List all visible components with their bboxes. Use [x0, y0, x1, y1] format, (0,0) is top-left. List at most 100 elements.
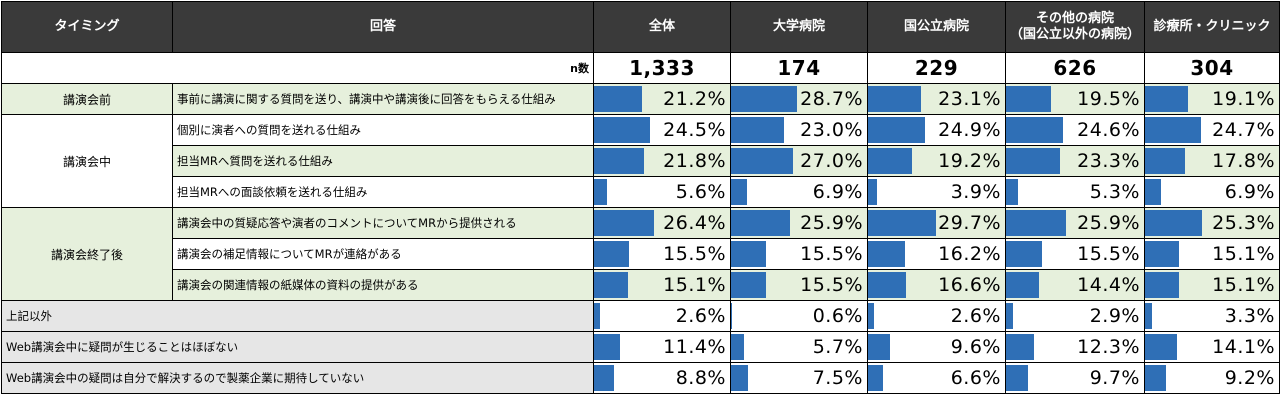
value-label: 19.5%: [1077, 88, 1140, 110]
value-label: 27.0%: [800, 150, 863, 172]
bar: [594, 303, 600, 329]
bar: [1145, 241, 1179, 267]
bar: [868, 303, 874, 329]
bar: [1145, 210, 1202, 236]
header-col-other: その他の病院 （国公立以外の病院）: [1005, 1, 1145, 53]
value-cell: 24.9%: [867, 114, 1006, 146]
value-label: 2.6%: [950, 305, 1001, 327]
bar: [1145, 148, 1185, 174]
bar: [1006, 210, 1066, 236]
value-cell: 16.2%: [867, 238, 1006, 270]
bar: [1006, 179, 1018, 205]
n-value-other: 626: [1005, 52, 1145, 84]
value-cell: 15.5%: [730, 269, 868, 301]
value-label: 11.4%: [663, 336, 726, 358]
value-label: 21.2%: [663, 88, 726, 110]
value-cell: 15.5%: [593, 238, 731, 270]
value-label: 3.3%: [1224, 305, 1275, 327]
value-cell: 23.0%: [730, 114, 868, 146]
bar: [1006, 241, 1042, 267]
bar: [594, 272, 628, 298]
value-cell: 24.7%: [1144, 114, 1280, 146]
bar: [868, 179, 877, 205]
header-col-public: 国公立病院: [867, 1, 1006, 53]
bar: [1145, 117, 1201, 143]
value-cell: 5.7%: [730, 331, 868, 363]
value-label: 25.9%: [800, 212, 863, 234]
value-cell: 16.6%: [867, 269, 1006, 301]
value-cell: 6.6%: [867, 362, 1006, 394]
bar: [1145, 179, 1161, 205]
value-cell: 6.9%: [730, 176, 868, 208]
value-label: 19.1%: [1212, 88, 1275, 110]
value-label: 21.8%: [663, 150, 726, 172]
value-cell: 21.8%: [593, 145, 731, 177]
value-cell: 25.9%: [730, 207, 868, 239]
value-cell: 26.4%: [593, 207, 731, 239]
value-label: 16.2%: [938, 243, 1001, 265]
value-cell: 14.4%: [1005, 269, 1145, 301]
answer-label: 講演会中の質疑応答や演者のコメントについてMRから提供される: [172, 207, 594, 239]
bar: [731, 365, 748, 391]
value-label: 6.9%: [812, 181, 863, 203]
value-cell: 29.7%: [867, 207, 1006, 239]
value-label: 9.2%: [1224, 367, 1275, 389]
n-label: n数: [1, 52, 594, 84]
bar: [731, 241, 766, 267]
value-label: 23.0%: [800, 119, 863, 141]
value-label: 23.3%: [1077, 150, 1140, 172]
bar: [1006, 148, 1060, 174]
value-cell: 17.8%: [1144, 145, 1280, 177]
value-label: 15.5%: [800, 274, 863, 296]
value-label: 15.5%: [1077, 243, 1140, 265]
value-cell: 5.6%: [593, 176, 731, 208]
answer-label: 上記以外: [1, 300, 594, 332]
value-cell: 25.3%: [1144, 207, 1280, 239]
value-label: 9.7%: [1089, 367, 1140, 389]
bar: [731, 303, 732, 329]
answer-label: 講演会の補足情報についてMRが連絡がある: [172, 238, 594, 270]
value-label: 6.9%: [1224, 181, 1275, 203]
bar: [731, 117, 784, 143]
bar: [868, 272, 906, 298]
value-label: 8.8%: [675, 367, 726, 389]
bar: [868, 86, 921, 112]
bar: [868, 148, 912, 174]
value-cell: 12.3%: [1005, 331, 1145, 363]
bar: [1145, 86, 1188, 112]
bar: [1145, 334, 1177, 360]
value-cell: 9.6%: [867, 331, 1006, 363]
value-label: 7.5%: [812, 367, 863, 389]
value-label: 3.9%: [950, 181, 1001, 203]
table-row: 講演会中 個別に演者への質問を送れる仕組み 24.5% 23.0% 24.9% 24.6%…: [1, 114, 1280, 208]
value-label: 15.1%: [663, 274, 726, 296]
value-label: 15.1%: [1212, 274, 1275, 296]
bar: [731, 86, 797, 112]
bar: [868, 241, 905, 267]
bar: [594, 210, 654, 236]
value-cell: 15.1%: [1144, 269, 1280, 301]
value-cell: 19.1%: [1144, 83, 1280, 115]
header-col-university: 大学病院: [730, 1, 868, 53]
value-cell: 19.2%: [867, 145, 1006, 177]
bar: [1145, 365, 1166, 391]
bar: [594, 241, 629, 267]
value-label: 16.6%: [938, 274, 1001, 296]
value-label: 25.9%: [1077, 212, 1140, 234]
value-cell: 25.9%: [1005, 207, 1145, 239]
timing-during: 講演会中: [1, 114, 173, 208]
table-row: 講演会の補足情報についてMRが連絡がある 15.5% 15.5% 16.2% 15.5%…: [2, 238, 1280, 270]
answer-label: 担当MRへ質問を送れる仕組み: [172, 145, 594, 177]
bar: [1145, 272, 1179, 298]
value-label: 15.5%: [800, 243, 863, 265]
value-label: 14.1%: [1212, 336, 1275, 358]
value-label: 15.1%: [1212, 243, 1275, 265]
value-cell: 15.5%: [730, 238, 868, 270]
bar: [868, 365, 883, 391]
value-label: 26.4%: [663, 212, 726, 234]
header-timing: タイミング: [1, 1, 173, 53]
bar: [1006, 272, 1039, 298]
bar: [731, 148, 793, 174]
value-cell: 2.6%: [867, 300, 1006, 332]
value-cell: 24.6%: [1005, 114, 1145, 146]
